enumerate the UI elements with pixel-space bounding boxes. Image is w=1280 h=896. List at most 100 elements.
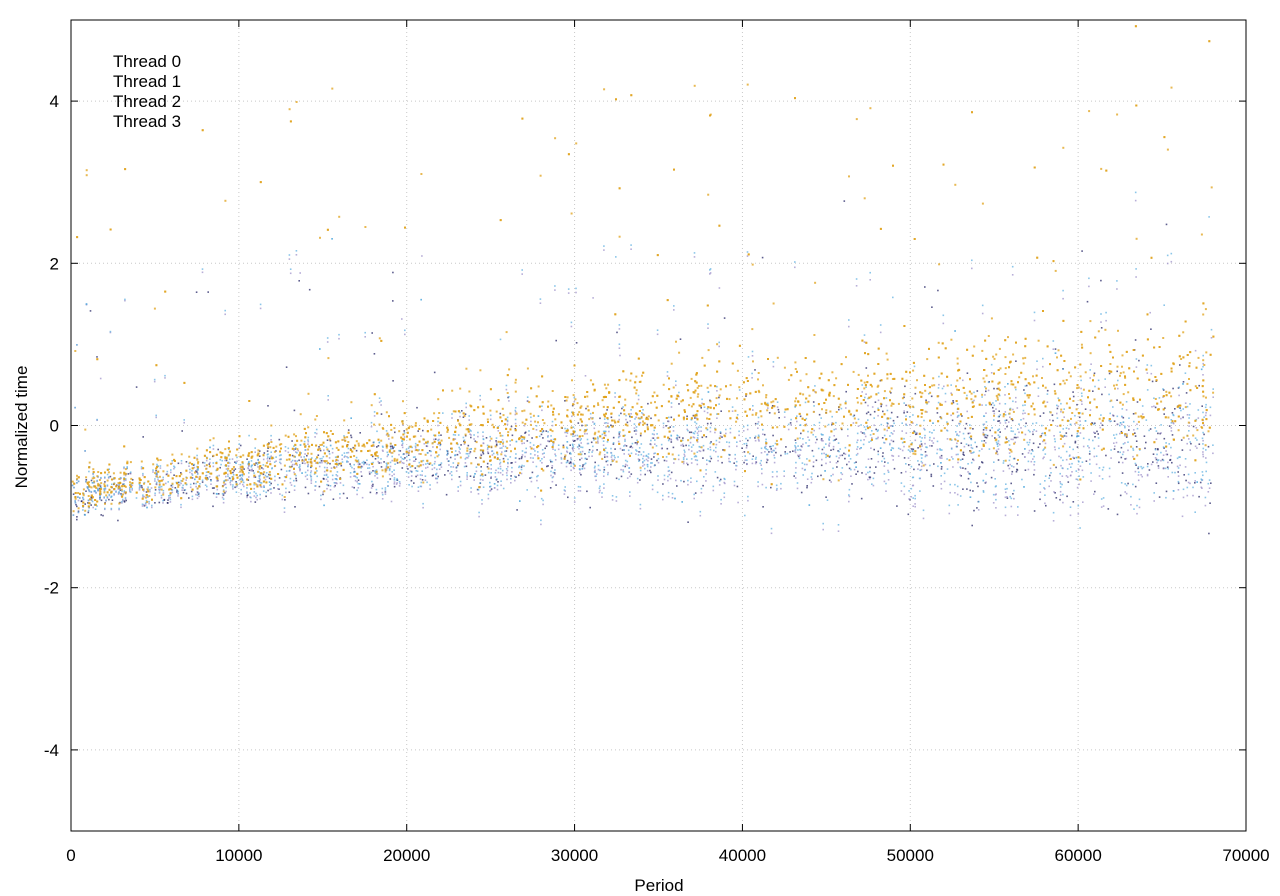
data-point (754, 422, 757, 425)
data-point (1088, 285, 1090, 288)
data-point (971, 524, 973, 527)
data-point (912, 497, 914, 499)
data-point (386, 467, 388, 470)
data-point (501, 451, 503, 453)
data-point (687, 479, 689, 482)
data-point (700, 407, 702, 409)
data-point (176, 488, 178, 491)
data-point (1140, 474, 1142, 476)
data-point (944, 392, 947, 395)
data-point (776, 406, 779, 408)
data-point (344, 455, 346, 457)
data-point (368, 467, 371, 469)
data-point (570, 465, 572, 467)
data-point (232, 484, 234, 486)
data-point (656, 433, 658, 435)
data-point (234, 468, 237, 470)
data-point (915, 433, 917, 436)
data-point (524, 451, 526, 454)
data-point (521, 456, 523, 458)
data-point (1132, 483, 1134, 486)
data-point (641, 412, 643, 414)
data-point (1138, 498, 1141, 501)
data-point (284, 450, 287, 452)
data-point (789, 451, 791, 453)
data-point (766, 453, 768, 456)
data-point (715, 450, 717, 453)
data-point (1080, 400, 1083, 403)
data-point (677, 454, 680, 457)
data-point (532, 448, 535, 450)
data-point (1152, 453, 1155, 455)
data-point (651, 488, 654, 491)
data-point (458, 476, 461, 478)
data-point (416, 406, 418, 409)
data-point (1165, 223, 1168, 226)
data-point (610, 456, 613, 458)
data-point (962, 453, 964, 456)
data-point (1060, 456, 1062, 459)
data-point (912, 450, 914, 452)
data-point (433, 434, 435, 437)
data-point (605, 460, 608, 463)
data-point (714, 431, 716, 434)
data-point (780, 454, 782, 457)
data-point (277, 488, 279, 490)
data-point (999, 422, 1002, 424)
data-point (635, 429, 637, 431)
data-point (454, 458, 456, 460)
data-point (1165, 496, 1167, 499)
data-point (326, 487, 328, 490)
data-point (890, 432, 893, 434)
data-point (873, 472, 876, 474)
data-point (962, 488, 964, 490)
data-point (817, 475, 819, 478)
data-point (1053, 383, 1056, 386)
data-point (279, 461, 281, 464)
data-point (1159, 432, 1161, 435)
data-point (502, 457, 505, 460)
data-point (85, 479, 88, 481)
data-point (794, 266, 796, 269)
data-point (610, 424, 612, 427)
data-point (293, 471, 295, 474)
data-point (388, 473, 391, 476)
data-point (643, 463, 646, 466)
data-point (475, 466, 478, 468)
data-point (579, 486, 582, 488)
data-point (514, 413, 517, 416)
data-point (1125, 401, 1128, 403)
data-point (910, 448, 913, 450)
data-point (1152, 461, 1154, 463)
data-point (535, 465, 538, 468)
data-point (505, 450, 508, 452)
data-point (392, 446, 394, 449)
data-point (871, 437, 873, 439)
data-point (222, 494, 225, 496)
data-point (457, 486, 459, 488)
data-point (1128, 417, 1130, 419)
data-point (696, 459, 699, 462)
data-point (709, 442, 712, 445)
data-point (155, 473, 157, 476)
data-point (265, 472, 268, 474)
data-point (1033, 311, 1036, 314)
data-point (307, 492, 310, 495)
data-point (592, 449, 594, 452)
data-point (384, 487, 387, 489)
data-point (229, 483, 232, 486)
data-point (718, 341, 720, 344)
data-point (761, 468, 763, 470)
data-point (1198, 495, 1200, 498)
data-point (440, 466, 443, 468)
data-point (409, 466, 412, 468)
data-point (263, 485, 265, 487)
data-point (955, 453, 958, 456)
data-point (868, 441, 870, 443)
data-point (848, 325, 850, 328)
data-point (327, 480, 329, 483)
data-point (614, 456, 616, 459)
data-point (580, 453, 583, 456)
data-point (783, 470, 785, 472)
data-point (405, 471, 408, 473)
